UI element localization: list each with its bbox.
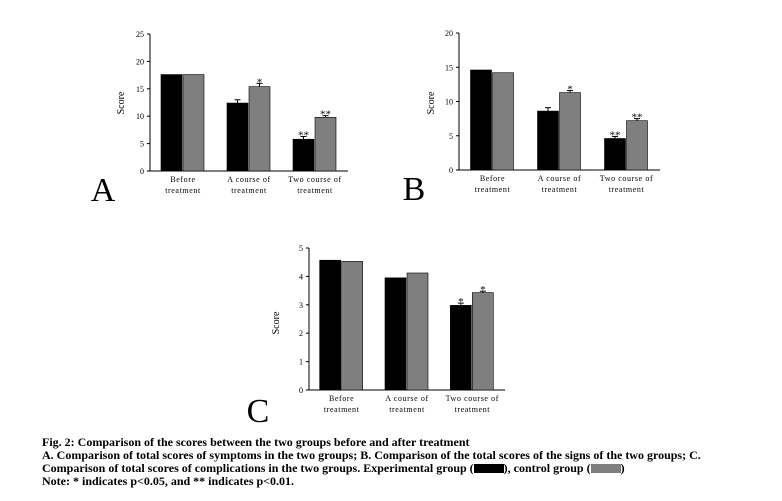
experimental-bar xyxy=(470,69,492,171)
x-category-label: treatment xyxy=(455,405,491,414)
experimental-bar xyxy=(604,138,626,171)
figure-caption: Fig. 2: Comparison of the scores between… xyxy=(42,436,777,488)
x-category-label: Two course of xyxy=(446,394,499,403)
y-tick-label: 0 xyxy=(140,167,144,176)
y-tick-label: 2 xyxy=(299,329,303,338)
chart-panel-b: 0 5 10 15 20 Score Before treatment * A course of… xyxy=(403,29,660,208)
panel-letter: B xyxy=(403,171,426,208)
y-tick-label: 15 xyxy=(445,63,453,72)
x-category-label: Before xyxy=(480,174,505,183)
y-axis-label: Score xyxy=(271,311,282,334)
caption-line-2-part-b: ), control group ( xyxy=(503,461,591,475)
x-category-label: A course of xyxy=(227,175,270,184)
panel-letter: A xyxy=(91,172,116,209)
x-category-label: Before xyxy=(170,175,195,184)
y-tick-label: 20 xyxy=(445,29,453,38)
control-swatch xyxy=(590,464,621,473)
x-category-label: treatment xyxy=(609,185,645,194)
x-category-label: treatment xyxy=(165,186,201,195)
experimental-bar xyxy=(384,277,407,391)
x-category-label: treatment xyxy=(297,186,333,195)
control-bar xyxy=(626,120,648,171)
x-category-label: A course of xyxy=(538,174,581,183)
chart-panel-a: 0 5 10 15 20 25 Score Before treatment * A course … xyxy=(91,30,348,209)
experimental-bar xyxy=(537,110,559,171)
control-bar xyxy=(182,74,205,172)
y-tick-label: 4 xyxy=(299,272,303,281)
control-bar xyxy=(248,86,271,172)
y-tick-label: 5 xyxy=(299,244,303,253)
y-tick-label: 3 xyxy=(299,301,303,310)
y-tick-label: 20 xyxy=(136,57,144,66)
x-category-label: Before xyxy=(329,394,354,403)
x-category-label: treatment xyxy=(475,185,511,194)
x-category-label: treatment xyxy=(324,405,360,414)
x-category-label: Two course of xyxy=(600,174,653,183)
y-tick-label: 15 xyxy=(136,85,144,94)
y-tick-label: 1 xyxy=(299,358,303,367)
x-category-label: A course of xyxy=(385,394,428,403)
control-bar xyxy=(492,72,514,171)
y-tick-label: 5 xyxy=(140,140,144,149)
caption-title: Fig. 2: Comparison of the scores between… xyxy=(42,435,470,449)
significance-mark: ** xyxy=(320,109,331,121)
y-tick-label: 25 xyxy=(136,30,144,39)
significance-mark: * xyxy=(257,76,263,88)
panel-letter: C xyxy=(247,393,270,430)
y-tick-label: 10 xyxy=(445,98,453,107)
caption-line-2-part-c: ) xyxy=(620,461,625,475)
y-tick-label: 0 xyxy=(299,386,303,395)
x-category-label: treatment xyxy=(231,186,267,195)
caption-note: Note: * indicates p<0.05, and ** indicat… xyxy=(42,474,295,488)
control-bar xyxy=(472,292,494,391)
experimental-swatch xyxy=(473,464,504,473)
experimental-bar xyxy=(226,102,249,172)
significance-mark: * xyxy=(458,296,464,308)
y-tick-label: 5 xyxy=(449,132,453,141)
experimental-bar xyxy=(292,138,315,172)
chart-panel-c: 0 1 2 3 4 5 Score Before treatment A course of tre… xyxy=(247,244,505,430)
significance-mark: * xyxy=(567,84,573,96)
x-category-label: treatment xyxy=(389,405,425,414)
significance-mark: * xyxy=(480,284,486,296)
caption-line-1: A. Comparison of total scores of symptom… xyxy=(42,448,701,462)
control-bar xyxy=(314,116,337,172)
significance-mark: ** xyxy=(298,129,309,141)
y-tick-label: 0 xyxy=(449,166,453,175)
x-category-label: Two course of xyxy=(288,175,341,184)
experimental-bar xyxy=(319,259,341,391)
y-tick-label: 10 xyxy=(136,112,144,121)
control-bar xyxy=(341,261,363,391)
significance-mark: ** xyxy=(610,129,621,141)
caption-line-2: Comparison of total scores of complicati… xyxy=(42,462,777,475)
control-bar xyxy=(406,272,429,391)
experimental-bar xyxy=(450,305,472,391)
caption-line-2-part-a: Comparison of total scores of complicati… xyxy=(42,461,474,475)
x-category-label: treatment xyxy=(542,185,578,194)
significance-mark: ** xyxy=(632,112,643,124)
experimental-bar xyxy=(160,74,183,172)
y-axis-label: Score xyxy=(116,91,127,114)
control-bar xyxy=(559,92,581,171)
y-axis-label: Score xyxy=(426,91,437,114)
